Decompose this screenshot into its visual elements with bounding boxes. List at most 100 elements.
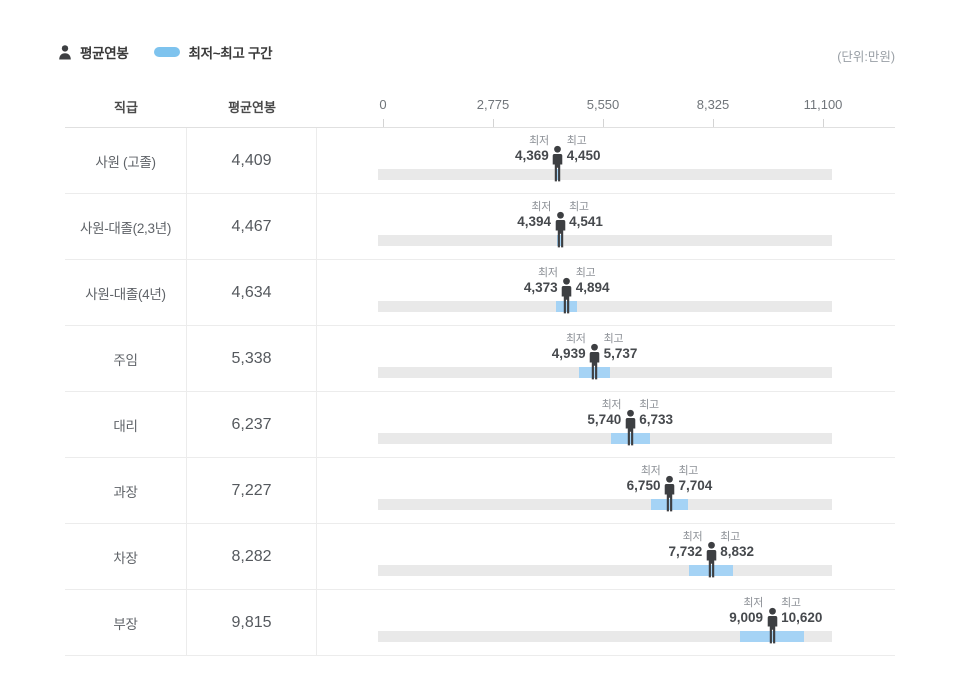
max-label-group: 최고 4,450: [567, 135, 601, 164]
bar-track: [378, 235, 832, 246]
range-chart-cell: 최저 4,939 최고 5,737: [317, 326, 895, 391]
bar-track: [378, 169, 832, 180]
person-icon: [552, 145, 563, 182]
min-caption: 최저: [682, 531, 703, 543]
average-salary-value: 9,815: [187, 590, 317, 655]
bar-track: [378, 565, 832, 576]
salary-table: 직급 평균연봉 0 2,775 5,550 8,325 11,100 사원 (고…: [65, 90, 895, 656]
table-row: 사원-대졸(4년) 4,634 최저 4,373 최고 4,894: [65, 260, 895, 326]
axis-tick-label: 8,325: [696, 97, 730, 112]
min-max-range-bar: [578, 367, 611, 378]
axis-tick-label: 0: [379, 97, 387, 112]
min-caption: 최저: [531, 201, 552, 213]
min-label-group: 최저 4,939: [552, 333, 586, 362]
table-row: 주임 5,338 최저 4,939 최고 5,737: [65, 326, 895, 392]
person-icon: [625, 409, 635, 446]
min-label-group: 최저 4,369: [515, 135, 549, 164]
axis-tick-label: 5,550: [586, 97, 620, 112]
min-max-range-bar: [610, 433, 650, 444]
person-icon: [589, 343, 600, 380]
min-value: 4,369: [514, 148, 549, 163]
max-value: 10,620: [781, 610, 823, 625]
min-max-range-bar: [650, 499, 689, 510]
table-row: 부장 9,815 최저 9,009 최고 10,620: [65, 590, 895, 656]
person-icon: [555, 211, 565, 248]
min-value: 4,394: [517, 214, 552, 229]
max-value: 5,737: [603, 346, 638, 361]
min-caption: 최저: [601, 399, 622, 411]
axis-tick-label: 11,100: [803, 97, 843, 112]
table-row: 대리 6,237 최저 5,740 최고 6,733: [65, 392, 895, 458]
min-max-range-bar: [740, 631, 804, 642]
min-value: 4,373: [523, 280, 558, 295]
table-body: 사원 (고졸) 4,409 최저 4,369 최고 4,450: [65, 128, 895, 656]
bar-track: [378, 433, 832, 444]
range-chart-cell: 최저 5,740 최고 6,733: [317, 392, 895, 457]
legend-min-max-range: 최저~최고 구간: [154, 42, 273, 62]
rank-label: 사원 (고졸): [65, 128, 187, 193]
person-icon: [561, 277, 572, 314]
axis-tick-mark: [823, 119, 824, 127]
axis-tick-mark: [603, 119, 604, 127]
rank-label: 사원-대졸(2,3년): [65, 194, 187, 259]
chart-legend: 평균연봉 최저~최고 구간: [58, 42, 273, 62]
range-chart-cell: 최저 4,373 최고 4,894: [317, 260, 895, 325]
average-salary-value: 4,634: [187, 260, 317, 325]
min-value: 6,750: [626, 478, 661, 493]
person-icon: [767, 607, 777, 644]
max-caption: 최고: [566, 135, 587, 147]
min-max-range-bar: [556, 301, 577, 312]
max-label-group: 최고 4,894: [576, 267, 610, 296]
bar-track: [378, 301, 832, 312]
min-max-range-bar: [557, 235, 563, 246]
table-header-row: 직급 평균연봉 0 2,775 5,550 8,325 11,100: [65, 90, 895, 128]
min-label-group: 최저 4,373: [524, 267, 558, 296]
max-label-group: 최고 7,704: [678, 465, 712, 494]
bar-track: [378, 631, 832, 642]
max-label-group: 최고 10,620: [781, 597, 822, 626]
max-caption: 최고: [569, 201, 589, 213]
max-caption: 최고: [639, 399, 659, 411]
person-icon: [664, 475, 675, 512]
legend-average-salary-label: 평균연봉: [80, 46, 129, 61]
axis-tick-mark: [493, 119, 494, 127]
rank-label: 사원-대졸(4년): [65, 260, 187, 325]
min-max-range-bar: [556, 169, 560, 180]
rank-label: 과장: [65, 458, 187, 523]
range-chart-cell: 최저 4,369 최고 4,450: [317, 128, 895, 193]
rank-label: 차장: [65, 524, 187, 589]
min-max-range-bar: [689, 565, 734, 576]
min-label-group: 최저 6,750: [627, 465, 661, 494]
range-chart-cell: 최저 7,732 최고 8,832: [317, 524, 895, 589]
min-caption: 최저: [743, 597, 764, 609]
min-caption: 최저: [640, 465, 661, 477]
table-row: 과장 7,227 최저 6,750 최고 7,704: [65, 458, 895, 524]
table-row: 사원-대졸(2,3년) 4,467 최저 4,394 최고 4,541: [65, 194, 895, 260]
chart-axis-header: 0 2,775 5,550 8,325 11,100: [317, 90, 895, 127]
min-label-group: 최저 5,740: [587, 399, 621, 428]
max-caption: 최고: [678, 465, 699, 477]
max-caption: 최고: [720, 531, 740, 543]
min-value: 7,732: [668, 544, 703, 559]
column-header-average-salary: 평균연봉: [228, 100, 276, 115]
average-salary-value: 8,282: [187, 524, 317, 589]
average-salary-value: 7,227: [187, 458, 317, 523]
min-caption: 최저: [565, 333, 586, 345]
min-value: 9,009: [729, 610, 764, 625]
min-label-group: 최저 4,394: [517, 201, 551, 230]
range-chart-cell: 최저 9,009 최고 10,620: [317, 590, 895, 655]
min-label-group: 최저 9,009: [729, 597, 763, 626]
rank-label: 주임: [65, 326, 187, 391]
min-caption: 최저: [529, 135, 549, 147]
max-label-group: 최고 6,733: [639, 399, 673, 428]
average-salary-value: 5,338: [187, 326, 317, 391]
unit-note: (단위:만원): [837, 50, 895, 64]
range-chart-cell: 최저 6,750 최고 7,704: [317, 458, 895, 523]
max-label-group: 최고 4,541: [569, 201, 603, 230]
max-caption: 최고: [781, 597, 801, 609]
legend-average-salary: 평균연봉: [58, 42, 129, 62]
max-value: 4,450: [566, 148, 601, 163]
range-color-swatch-icon: [154, 47, 181, 57]
table-row: 차장 8,282 최저 7,732 최고 8,832: [65, 524, 895, 590]
